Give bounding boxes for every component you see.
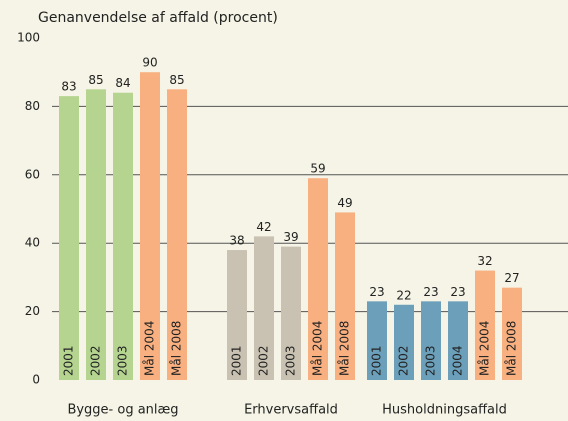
value-label: 38 <box>229 234 244 248</box>
bar-label: 2002 <box>397 345 411 376</box>
value-label: 83 <box>61 80 76 94</box>
value-label: 90 <box>142 56 157 70</box>
value-label: 39 <box>283 230 298 244</box>
value-label: 84 <box>115 76 130 90</box>
bar-label: 2003 <box>116 345 130 376</box>
bar <box>254 236 274 380</box>
value-label: 23 <box>369 285 384 299</box>
value-label: 42 <box>256 220 271 234</box>
value-label: 32 <box>477 254 492 268</box>
bar-label: 2002 <box>257 345 271 376</box>
bar-label: Mål 2004 <box>143 321 157 376</box>
bar <box>140 72 160 380</box>
category-label: Erhvervsaffald <box>244 403 338 418</box>
bar-label: 2001 <box>62 345 76 376</box>
value-label: 22 <box>396 288 411 302</box>
value-label: 23 <box>450 285 465 299</box>
bar-label: Mål 2008 <box>338 321 352 376</box>
value-label: 59 <box>310 162 325 176</box>
bar <box>281 246 301 380</box>
bar <box>421 301 441 380</box>
bar <box>367 301 387 380</box>
bar-label: 2004 <box>451 345 465 376</box>
y-tick-label: 100 <box>17 31 40 45</box>
bar <box>308 178 328 380</box>
bar <box>113 92 133 380</box>
bar-label: 2003 <box>424 345 438 376</box>
category-label: Husholdningsaffald <box>382 403 507 418</box>
value-label: 27 <box>504 271 519 285</box>
bar <box>167 89 187 381</box>
y-tick-label: 80 <box>25 99 40 113</box>
value-label: 23 <box>423 285 438 299</box>
bar-label: 2001 <box>370 345 384 376</box>
bar <box>227 250 247 380</box>
bar <box>86 89 106 381</box>
y-tick-label: 40 <box>25 236 40 250</box>
bar <box>448 301 468 380</box>
bar <box>335 212 355 380</box>
bar-label: Mål 2008 <box>505 321 519 376</box>
bar-label: Mål 2004 <box>311 321 325 376</box>
y-tick-label: 60 <box>25 167 40 181</box>
y-tick-label: 0 <box>32 373 40 387</box>
value-label: 85 <box>88 73 103 87</box>
bar-label: 2001 <box>230 345 244 376</box>
y-tick-label: 20 <box>25 304 40 318</box>
chart-title: Genanvendelse af affald (procent) <box>38 10 278 26</box>
value-label: 49 <box>337 196 352 210</box>
bar-label: 2002 <box>89 345 103 376</box>
bar <box>394 304 414 380</box>
bar <box>475 270 495 380</box>
category-label: Bygge- og anlæg <box>67 403 178 418</box>
bar <box>59 96 79 380</box>
bar-label: Mål 2008 <box>170 321 184 376</box>
bar-label: Mål 2004 <box>478 321 492 376</box>
bar-label: 2003 <box>284 345 298 376</box>
value-label: 85 <box>169 73 184 87</box>
bar <box>502 287 522 380</box>
